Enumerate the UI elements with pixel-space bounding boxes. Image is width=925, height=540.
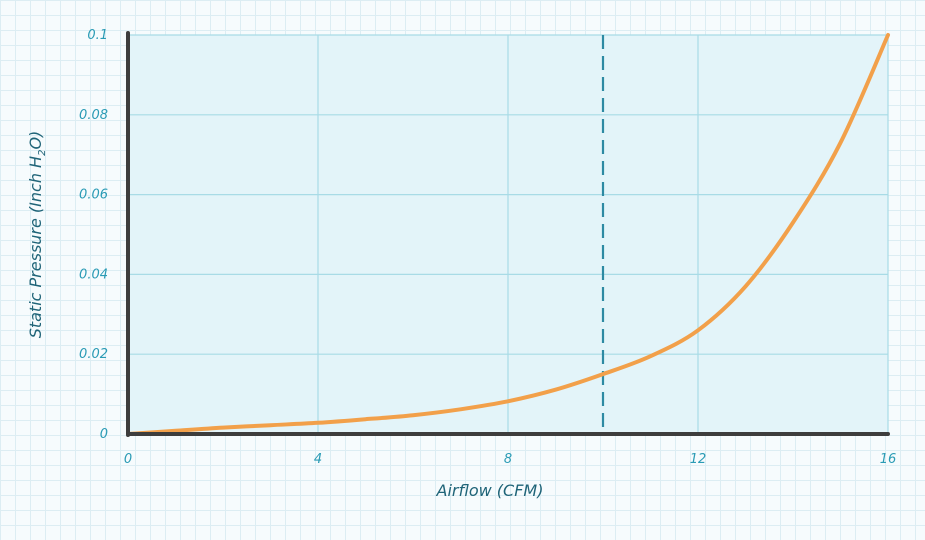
- y-tick-label: 0.1: [87, 28, 108, 43]
- y-tick-labels: 0 0.02 0.04 0.06 0.08 0.1: [79, 28, 108, 442]
- x-tick-label: 16: [880, 452, 897, 467]
- y-tick-label: 0.04: [79, 267, 108, 282]
- x-tick-labels: 0 4 8 12 16: [124, 452, 896, 467]
- y-tick-label: 0.08: [79, 108, 108, 123]
- grid-lines: [127, 34, 889, 435]
- x-axis-title: Airflow (CFM): [436, 481, 544, 500]
- y-tick-label: 0.02: [79, 347, 108, 362]
- y-tick-label: 0: [100, 427, 108, 442]
- series-group: [126, 33, 890, 436]
- x-tick-label: 4: [314, 452, 322, 467]
- axes-group: [126, 31, 890, 437]
- y-tick-label: 0.06: [79, 188, 108, 203]
- y-axis-title: Static Pressure (Inch H2O): [26, 131, 48, 339]
- series-line: [126, 33, 890, 436]
- x-tick-label: 12: [690, 452, 707, 467]
- y-axis-title-main: Static Pressure (Inch H: [26, 156, 45, 338]
- y-axis-title-end: O): [26, 131, 45, 150]
- x-tick-label: 0: [124, 452, 132, 467]
- x-tick-label: 8: [504, 452, 512, 467]
- y-axis-title-subscript: 2: [37, 150, 48, 156]
